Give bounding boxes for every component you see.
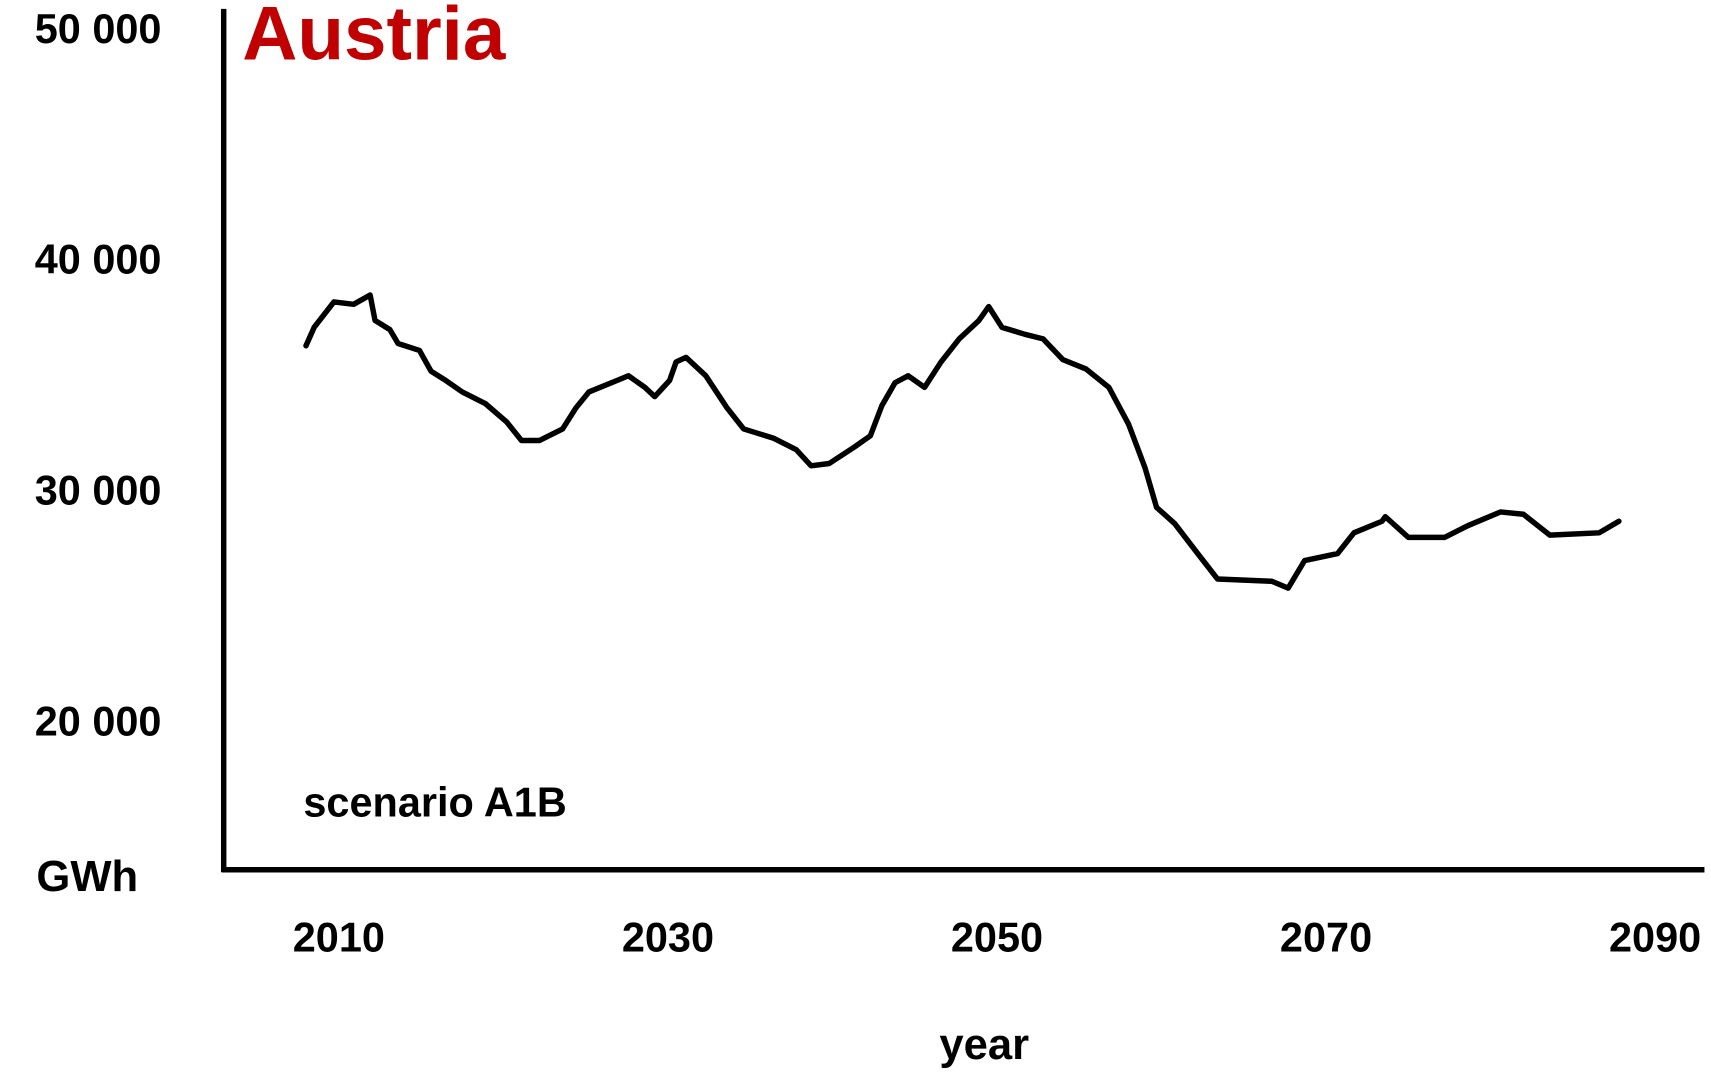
data-line: [303, 292, 1622, 591]
x-tick-label: 2050: [951, 914, 1043, 961]
x-axis-label: year: [939, 1020, 1029, 1069]
x-tick-label: 2070: [1280, 914, 1372, 961]
y-tick-label: 50 000: [35, 5, 162, 52]
y-axis-label: GWh: [36, 852, 138, 901]
y-tick-label: 40 000: [35, 236, 162, 283]
y-tick-label: 20 000: [35, 697, 162, 744]
x-tick-label: 2030: [622, 914, 714, 961]
x-tick-label: 2010: [293, 914, 385, 961]
annotation: scenario A1B: [303, 778, 566, 825]
x-tick-label: 2090: [1609, 914, 1701, 961]
chart-title: Austria: [242, 0, 506, 77]
y-tick-label: 30 000: [35, 466, 162, 513]
